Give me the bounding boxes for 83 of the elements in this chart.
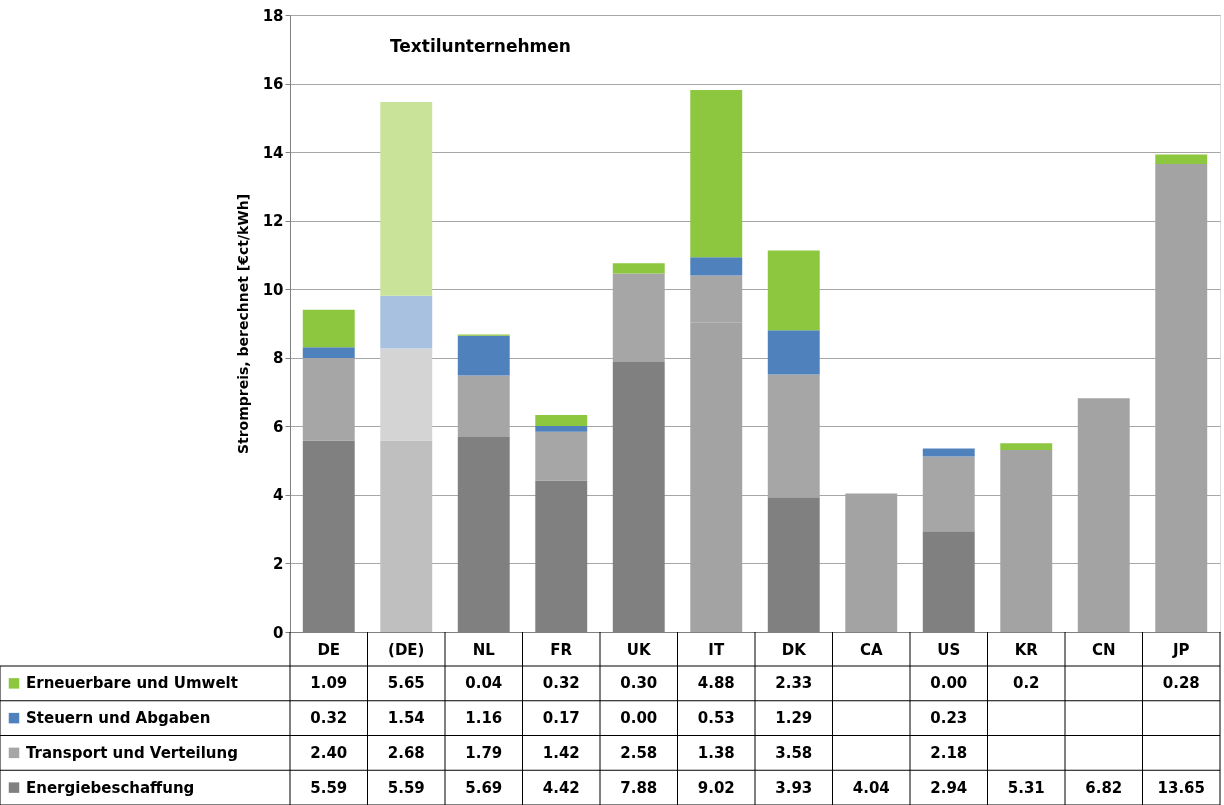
data-label: 3.93 <box>775 778 813 797</box>
bar <box>535 415 588 426</box>
x-tick-label: KR <box>1014 640 1039 659</box>
data-label: 4.88 <box>697 674 735 693</box>
x-tick-label: US <box>937 640 961 659</box>
x-tick-label: JP <box>1171 640 1190 659</box>
bar <box>302 347 355 359</box>
y-tick-label: 8 <box>273 349 284 368</box>
x-tick-label: CN <box>1091 640 1116 659</box>
y-axis-title: Strompreis, berechnet [€ct/kWh] <box>234 193 251 455</box>
data-label: 0.00 <box>930 674 968 693</box>
y-tick-label: 6 <box>273 417 284 436</box>
data-label: 0.23 <box>930 709 968 728</box>
y-tick-label: 12 <box>262 212 284 231</box>
y-tick-label: 18 <box>262 6 284 25</box>
data-label: 2.33 <box>775 674 813 693</box>
legend-label: Erneuerbare und Umwelt <box>26 674 238 693</box>
data-label: 2.68 <box>387 743 425 762</box>
data-label: 0.53 <box>697 709 735 728</box>
data-label: 0.17 <box>542 709 580 728</box>
data-label: 0.28 <box>1162 674 1200 693</box>
bar <box>612 263 665 274</box>
data-label: 1.42 <box>542 743 580 762</box>
legend-label: Transport und Verteilung <box>26 743 238 762</box>
data-label: 2.18 <box>930 743 968 762</box>
data-label: 5.59 <box>387 778 425 797</box>
x-tick-label: CA <box>859 640 883 659</box>
data-label: 7.88 <box>620 778 658 797</box>
bar <box>457 335 510 376</box>
x-tick-label: NL <box>472 640 496 659</box>
bar <box>380 295 433 349</box>
data-label: 1.09 <box>310 674 348 693</box>
data-label: 13.65 <box>1157 778 1205 797</box>
data-label: 4.04 <box>852 778 890 797</box>
y-tick-label: 2 <box>273 554 284 573</box>
x-tick-label: FR <box>550 640 573 659</box>
data-label: 0.30 <box>620 674 658 693</box>
data-label: 1.38 <box>697 743 735 762</box>
bar <box>380 348 433 441</box>
data-label: 5.59 <box>310 778 348 797</box>
data-label: 0.32 <box>542 674 580 693</box>
y-tick-label: 10 <box>262 280 284 299</box>
data-label: 2.94 <box>930 778 968 797</box>
data-label: 0.00 <box>620 709 658 728</box>
y-tick-label: 0 <box>273 623 284 642</box>
data-label: 1.29 <box>775 709 813 728</box>
x-tick-label: DK <box>781 640 808 659</box>
bar <box>767 250 820 331</box>
bar <box>1000 443 1053 450</box>
data-label: 1.16 <box>465 709 503 728</box>
y-tick-label: 14 <box>262 143 284 162</box>
x-tick-label: UK <box>626 640 653 659</box>
data-label: 4.42 <box>542 778 580 797</box>
data-label: 1.54 <box>387 709 425 728</box>
data-label: 2.40 <box>310 743 348 762</box>
bar <box>535 425 588 432</box>
x-tick-label: (DE) <box>388 640 425 659</box>
data-label: 5.65 <box>387 674 425 693</box>
bar <box>535 431 588 481</box>
x-tick-label: IT <box>708 640 725 659</box>
data-label: 1.79 <box>465 743 503 762</box>
y-tick-label: 4 <box>273 486 284 505</box>
bar <box>767 330 820 375</box>
y-tick-label: 16 <box>262 75 284 94</box>
bar <box>1155 154 1208 165</box>
legend-label: Steuern und Abgaben <box>26 709 211 728</box>
data-label: 0.04 <box>465 674 503 693</box>
bar <box>380 102 433 296</box>
data-label: 2.58 <box>620 743 658 762</box>
bar <box>690 90 743 258</box>
x-tick-label: DE <box>317 640 341 659</box>
text: Textilunternehmen <box>390 36 571 56</box>
data-label: 5.31 <box>1007 778 1045 797</box>
data-label: 3.58 <box>775 743 813 762</box>
data-label: 9.02 <box>697 778 735 797</box>
data-label: 0.32 <box>310 709 348 728</box>
data-label: 5.69 <box>465 778 503 797</box>
bar <box>380 440 433 632</box>
bar <box>690 257 743 276</box>
bar <box>302 309 355 348</box>
data-label: 0.2 <box>1012 674 1040 693</box>
legend-label: Energiebeschaffung <box>26 778 195 797</box>
data-label: 6.82 <box>1085 778 1123 797</box>
